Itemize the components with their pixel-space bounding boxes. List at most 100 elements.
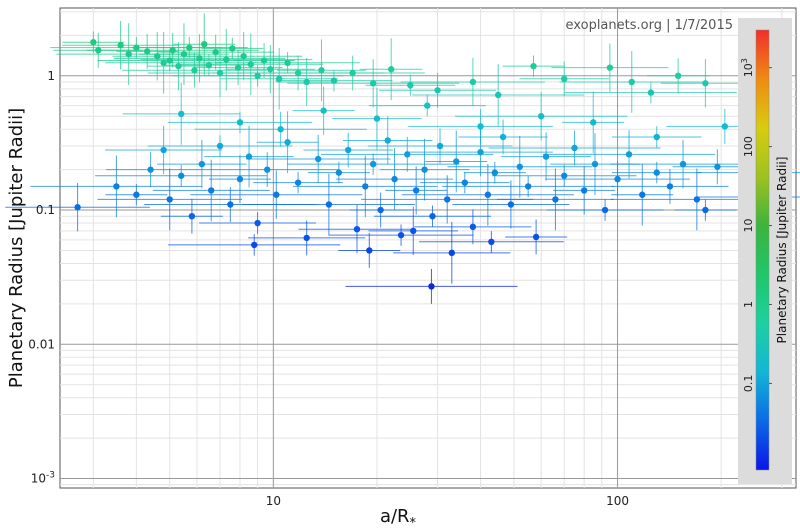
data-point — [428, 283, 435, 290]
x-tick-label: 10 — [266, 494, 281, 508]
data-point — [254, 72, 261, 80]
data-point — [160, 59, 167, 67]
data-point — [180, 50, 188, 58]
data-point — [191, 67, 198, 74]
colorbar-tick-base: 100 — [742, 136, 755, 157]
data-point — [714, 163, 721, 170]
data-point — [320, 107, 327, 114]
data-point — [275, 75, 283, 83]
data-point — [410, 227, 417, 235]
data-point — [404, 151, 411, 158]
data-point — [561, 172, 568, 179]
data-point — [590, 119, 597, 126]
data-point — [499, 133, 507, 141]
data-point — [335, 169, 343, 176]
data-point — [169, 47, 176, 54]
data-point — [245, 153, 253, 160]
data-point — [639, 191, 646, 198]
minor-grid — [60, 8, 796, 488]
data-point — [236, 175, 244, 183]
colorbar-tick-base: 0.1 — [742, 375, 755, 393]
data-point — [391, 175, 398, 183]
data-point — [236, 119, 244, 126]
data-point — [679, 160, 687, 168]
data-point — [653, 169, 660, 176]
data-point — [216, 142, 224, 150]
data-point — [362, 183, 369, 190]
y-tick-label-base: 0.01 — [28, 337, 55, 351]
data-point — [366, 247, 373, 254]
data-point — [95, 47, 102, 54]
y-axis-title: Planetary Radius [Jupiter Radii] — [6, 108, 27, 388]
data-point — [198, 160, 206, 168]
data-point — [702, 206, 709, 214]
data-point — [702, 80, 709, 87]
data-point — [606, 64, 614, 71]
data-point — [175, 62, 182, 70]
data-point — [542, 153, 550, 160]
data-point — [154, 52, 161, 60]
data-point — [477, 148, 484, 156]
y-tick-label: 1 — [47, 69, 55, 83]
data-point — [344, 146, 352, 154]
data-point — [325, 201, 333, 208]
data-point — [277, 126, 284, 133]
x-axis-title: a/R* — [380, 506, 417, 529]
y-tick-label: 0.1 — [36, 203, 55, 217]
data-point — [407, 82, 414, 89]
major-grid — [60, 8, 796, 488]
data-point — [571, 144, 578, 152]
data-point — [294, 179, 302, 186]
data-point — [178, 110, 185, 118]
data-point — [530, 62, 537, 70]
data-point — [117, 42, 124, 49]
data-point — [469, 223, 477, 231]
data-point — [208, 187, 215, 194]
plot-area — [59, 7, 797, 489]
colorbar-tick-base: 1 — [742, 301, 755, 308]
data-point — [436, 142, 444, 150]
watermark-text: exoplanets.org | 1/7/2015 — [566, 18, 733, 33]
data-point — [494, 91, 502, 99]
y-tick-label-exponent: -3 — [46, 471, 55, 481]
data-point — [580, 187, 588, 194]
data-point — [516, 163, 523, 170]
data-point — [369, 80, 377, 87]
data-point — [303, 234, 310, 242]
y-tick-label-base: 10 — [31, 472, 46, 486]
data-point — [412, 187, 420, 194]
data-point — [188, 212, 196, 220]
colorbar-tick-label: 103 — [740, 58, 755, 77]
data-point — [205, 61, 213, 69]
y-tick-label-base: 0.1 — [36, 203, 55, 217]
data-point — [524, 183, 532, 190]
data-point — [273, 191, 280, 198]
x-tick-labels: 10 100 — [266, 494, 629, 508]
data-point — [429, 212, 436, 220]
data-point — [461, 179, 469, 186]
data-point — [693, 196, 701, 203]
data-point — [625, 151, 633, 158]
data-point — [216, 69, 224, 77]
data-point — [133, 191, 140, 198]
y-tick-label-base: 1 — [47, 69, 55, 83]
data-point — [369, 160, 377, 168]
data-point — [397, 231, 405, 239]
x-tick-label: 100 — [606, 494, 629, 508]
data-point — [384, 137, 391, 144]
x-axis-title-subscript: * — [410, 516, 417, 529]
data-point — [628, 78, 635, 86]
data-point — [90, 38, 97, 46]
data-point — [318, 67, 325, 74]
data-point — [143, 48, 151, 55]
data-point — [227, 201, 234, 208]
data-point — [387, 66, 395, 73]
data-point — [653, 133, 660, 141]
data-point — [303, 78, 310, 86]
colorbar-tick-exponent: 3 — [740, 58, 749, 63]
data-point — [614, 175, 621, 183]
data-point — [674, 72, 682, 80]
